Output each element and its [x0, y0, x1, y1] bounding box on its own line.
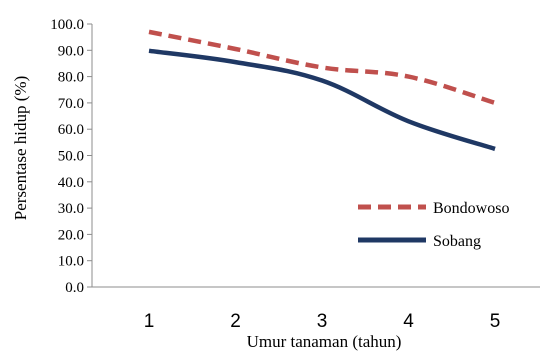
series-line-sobang	[148, 48, 496, 152]
y-tick-label: 0.0	[65, 280, 84, 296]
y-tick-label: 80.0	[58, 70, 84, 86]
y-tick-label: 50.0	[58, 149, 84, 165]
y-tick-label: 20.0	[58, 227, 84, 243]
y-tick-label: 100.0	[50, 17, 84, 33]
x-tick-label: 5	[490, 311, 501, 332]
y-tick-label: 10.0	[58, 254, 84, 270]
y-tick-label: 40.0	[58, 175, 84, 191]
legend: Bondowoso Sobang	[358, 200, 509, 250]
x-tick-label: 4	[403, 311, 414, 332]
data-point-sobang-2	[234, 60, 238, 64]
y-tick-label: 70.0	[58, 96, 84, 112]
data-point-bondowoso-5	[493, 101, 497, 105]
series-group	[147, 29, 497, 152]
x-tick-label: 2	[230, 311, 241, 332]
x-axis: 1 2 3 4 5	[92, 286, 540, 332]
legend-label-sobang: Sobang	[433, 233, 481, 250]
x-axis-label: Umur tanaman (tahun)	[247, 332, 402, 351]
data-point-bondowoso-2	[234, 47, 238, 51]
y-tick-label: 60.0	[58, 122, 84, 138]
x-tick-label: 3	[317, 311, 328, 332]
x-tick-label: 1	[144, 311, 155, 332]
y-axis: 0.0 10.0 20.0 30.0 40.0 50.0 60.0 70.0 80.0 90.0 1…	[50, 17, 93, 296]
y-tick-label: 30.0	[58, 201, 84, 217]
data-point-bondowoso-1	[147, 30, 151, 34]
data-point-bondowoso-4	[407, 75, 411, 79]
y-tick-label: 90.0	[58, 43, 84, 59]
data-point-sobang-5	[493, 147, 497, 151]
legend-label-bondowoso: Bondowoso	[433, 200, 509, 217]
data-point-bondowoso-3	[320, 65, 324, 69]
data-point-sobang-3	[320, 79, 324, 83]
data-point-sobang-1	[147, 49, 151, 53]
data-point-sobang-4	[407, 119, 411, 123]
y-axis-label: Persentase hidup (%)	[11, 76, 30, 220]
